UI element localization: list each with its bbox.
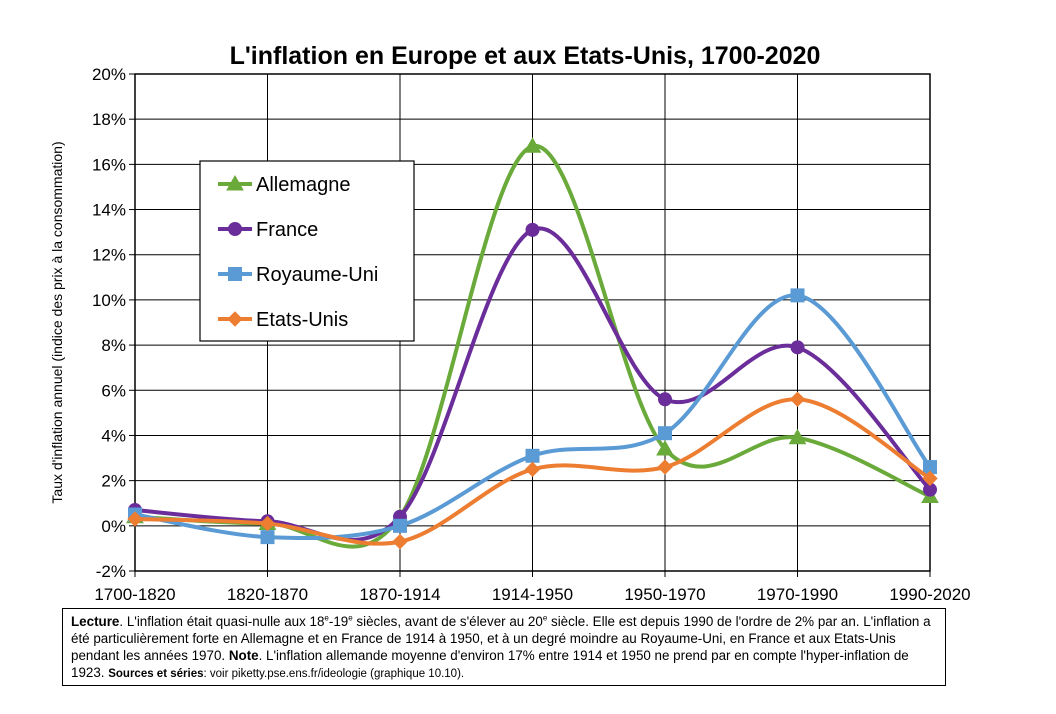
data-point-etats-unis bbox=[657, 459, 673, 475]
legend-item-royaume-uni: Royaume-Uni bbox=[218, 264, 378, 286]
legend-label-royaume-uni: Royaume-Uni bbox=[256, 264, 378, 286]
legend-item-france: France bbox=[218, 219, 318, 241]
y-tick-label: 18% bbox=[92, 110, 126, 129]
y-tick-label: 2% bbox=[101, 472, 126, 491]
series-group bbox=[126, 137, 939, 550]
note-text-4: siècle. Elle est depuis 1990 de l'ordre … bbox=[71, 614, 931, 663]
data-point-royaume-uni bbox=[393, 518, 407, 533]
sup-1: e bbox=[324, 613, 329, 623]
y-tick-label: 20% bbox=[92, 65, 126, 84]
note-text-5: . L'inflation allemande moyenne d'enviro… bbox=[71, 648, 909, 680]
y-tick-label: -2% bbox=[96, 562, 126, 581]
reading-note: Lecture. L'inflation était quasi-nulle a… bbox=[62, 608, 946, 686]
data-point-france bbox=[525, 222, 540, 237]
x-axis: 1700-1820 1820-1870 1870-1914 1914-1950 1950… bbox=[94, 571, 971, 604]
legend-label-allemagne: Allemagne bbox=[256, 174, 351, 196]
x-tick-label: 1970-1990 bbox=[757, 585, 838, 604]
chart-title: L'inflation en Europe et aux Etats-Unis,… bbox=[230, 42, 821, 70]
legend-item-allemagne: Allemagne bbox=[218, 174, 351, 196]
data-point-royaume-uni bbox=[790, 288, 805, 303]
y-tick-label: 14% bbox=[92, 201, 126, 220]
x-tick-label: 1914-1950 bbox=[492, 585, 573, 604]
x-tick-label: 1820-1870 bbox=[227, 585, 308, 604]
data-point-france bbox=[658, 392, 672, 407]
x-tick-label: 1990-2020 bbox=[889, 585, 970, 604]
data-point-etats-unis bbox=[789, 391, 806, 408]
data-point-etats-unis bbox=[127, 511, 143, 527]
data-point-etats-unis bbox=[392, 533, 408, 550]
x-tick-label: 1700-1820 bbox=[94, 585, 175, 604]
data-point-etats-unis bbox=[524, 461, 541, 478]
y-tick-label: 0% bbox=[101, 517, 126, 536]
data-point-royaume-uni bbox=[525, 448, 540, 463]
note-text-2: -19 bbox=[328, 614, 349, 629]
legend-label-france: France bbox=[256, 219, 318, 241]
sources-label: Sources et séries bbox=[108, 668, 204, 680]
data-point-allemagne bbox=[523, 137, 542, 153]
x-tick-label: 1870-1914 bbox=[359, 585, 440, 604]
y-tick-label: 8% bbox=[101, 336, 126, 355]
sup-3: e bbox=[542, 613, 548, 623]
legend-label-etats-unis: Etats-Unis bbox=[256, 309, 348, 331]
note-text-1: . L'inflation était quasi-nulle aux 18 bbox=[119, 614, 325, 629]
lecture-label: Lecture bbox=[71, 614, 120, 629]
note-label: Note bbox=[228, 648, 259, 663]
data-point-etats-unis bbox=[259, 515, 276, 532]
data-point-allemagne bbox=[788, 428, 807, 445]
y-tick-label: 6% bbox=[101, 381, 126, 400]
note-text-3: siècles, avant de s'élever au 20 bbox=[352, 614, 543, 629]
sup-2: e bbox=[348, 613, 353, 623]
y-tick-label: 10% bbox=[92, 291, 126, 310]
sources-text: : voir piketty.pse.ens.fr/ideologie (gra… bbox=[203, 668, 465, 680]
y-tick-label: 16% bbox=[92, 155, 126, 174]
data-point-royaume-uni bbox=[658, 426, 672, 441]
y-axis-label: Taux d'inflation annuel (indice des prix… bbox=[49, 141, 65, 503]
legend-box bbox=[199, 160, 415, 342]
y-tick-label: 12% bbox=[92, 246, 126, 265]
legend-marker-etats-unis bbox=[227, 311, 243, 327]
y-tick-label: 4% bbox=[101, 426, 126, 445]
data-point-royaume-uni bbox=[260, 530, 275, 545]
y-axis: -2% 0% 2% 4% 6% 8% 10% 12% 14% 16% 18% 20% bbox=[92, 65, 135, 581]
legend-marker-royaume-uni bbox=[228, 267, 242, 281]
line-chart: L'inflation en Europe et aux Etats-Unis,… bbox=[49, 42, 971, 604]
data-point-etats-unis bbox=[922, 470, 938, 487]
series-etats-unis bbox=[127, 391, 938, 550]
legend: Allemagne France Royaume-Uni Etats-Unis bbox=[199, 160, 415, 342]
data-point-allemagne bbox=[656, 440, 674, 456]
x-tick-label: 1950-1970 bbox=[624, 585, 705, 604]
data-point-france bbox=[790, 340, 805, 355]
legend-item-etats-unis: Etats-Unis bbox=[218, 309, 348, 331]
legend-marker-france bbox=[228, 222, 242, 236]
legend-marker-allemagne bbox=[226, 174, 244, 191]
